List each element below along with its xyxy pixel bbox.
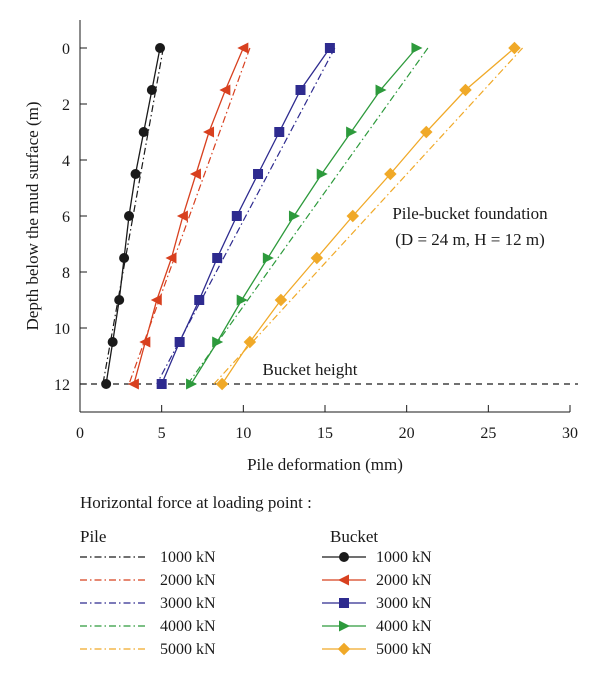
x-ticks: 0 5 10 15 20 25 30 xyxy=(76,405,578,442)
bucket-3000kn-point xyxy=(194,295,205,305)
bucket-4000kn-line xyxy=(190,47,417,385)
legend-bucket-label: 5000 kN xyxy=(376,641,432,658)
bucket-5000kn-point xyxy=(274,293,288,307)
y-tick-label: 4 xyxy=(62,153,70,170)
bucket-1000kn-point xyxy=(101,379,112,389)
pile-4000kn-line xyxy=(187,47,429,385)
bucket-1000kn-point xyxy=(119,253,130,263)
y-tick-label: 6 xyxy=(62,209,70,226)
bucket-2000kn-point xyxy=(203,126,215,138)
legend-bucket-marker xyxy=(339,552,349,562)
legend-bucket-label: 4000 kN xyxy=(376,618,432,635)
legend-heading: Horizontal force at loading point : xyxy=(80,493,312,512)
x-axis-title: Pile deformation (mm) xyxy=(247,455,403,474)
legend-bucket-marker xyxy=(338,574,349,586)
bucket-5000kn-point xyxy=(215,377,229,391)
bucket-3000kn-point xyxy=(231,211,242,221)
bucket-4000kn-point xyxy=(346,126,358,138)
bucket-1000kn-point xyxy=(124,211,134,221)
bucket-5000kn-point xyxy=(420,125,433,139)
x-tick-label: 30 xyxy=(562,425,578,442)
bucket-3000kn-point xyxy=(212,253,223,263)
bucket-1000kn-point xyxy=(114,295,125,305)
bucket-4000kn-point xyxy=(411,42,423,54)
bucket-1000kn-point xyxy=(138,127,149,137)
bucket-2000kn-point xyxy=(189,168,201,180)
y-tick-label: 8 xyxy=(62,265,70,282)
bucket-3000kn-point xyxy=(274,127,285,137)
legend-bucket-label: 3000 kN xyxy=(376,595,432,612)
bucket-5000kn-point xyxy=(384,167,397,181)
pile-5000kn-line xyxy=(213,47,524,385)
legend-bucket-marker xyxy=(339,598,349,608)
bucket-2000kn-point xyxy=(165,252,177,264)
x-tick-label: 15 xyxy=(317,425,333,442)
bucket-1000kn-point xyxy=(146,85,157,95)
bucket-4000kn-point xyxy=(375,84,387,96)
bucket-4000kn-point xyxy=(262,252,274,264)
y-tick-label: 0 xyxy=(62,41,70,58)
bucket-1000kn-point xyxy=(155,43,166,53)
y-tick-label: 12 xyxy=(54,377,70,394)
legend: Horizontal force at loading point : Pile… xyxy=(80,493,432,658)
bucket-1000kn-point xyxy=(130,169,141,179)
bucket-3000kn-point xyxy=(324,43,335,53)
legend-pile-entries: 1000 kN 2000 kN 3000 kN 4000 kN 5000 kN xyxy=(80,549,216,658)
legend-pile-label: 5000 kN xyxy=(160,641,216,658)
x-tick-label: 20 xyxy=(399,425,415,442)
legend-group-pile: Pile xyxy=(80,527,106,546)
bucket-4000kn-point xyxy=(316,168,328,180)
bucket-2000kn-point xyxy=(176,210,188,222)
x-tick-label: 0 xyxy=(76,425,84,442)
bucket-2000kn-point xyxy=(237,42,249,54)
legend-pile-label: 1000 kN xyxy=(160,549,216,566)
pile-2000kn-line xyxy=(128,47,251,385)
annotation-title: Pile-bucket foundation xyxy=(392,204,548,223)
legend-bucket-marker xyxy=(337,642,351,656)
bucket-height-label: Bucket height xyxy=(263,360,358,379)
bucket-5000kn-point xyxy=(243,335,257,349)
x-tick-label: 10 xyxy=(235,425,251,442)
plot-area: 0 5 10 15 20 25 30 0 2 4 6 8 10 12 xyxy=(54,20,578,442)
bucket-4000kn-point xyxy=(212,336,224,348)
bucket-2000kn-point xyxy=(139,336,151,348)
y-axis-title: Depth below the mud surface (m) xyxy=(23,102,42,331)
legend-group-bucket: Bucket xyxy=(330,527,378,546)
bucket-2000kn-point xyxy=(150,294,162,306)
x-tick-label: 25 xyxy=(480,425,496,442)
x-tick-label: 5 xyxy=(158,425,166,442)
legend-bucket-marker xyxy=(339,620,350,632)
bucket-3000kn-point xyxy=(295,85,306,95)
pile-3000kn-line xyxy=(156,47,336,385)
bucket-3000kn-point xyxy=(174,337,185,347)
legend-bucket-label: 1000 kN xyxy=(376,549,432,566)
y-tick-label: 2 xyxy=(62,97,70,114)
bucket-3000kn-point xyxy=(156,379,167,389)
bucket-2000kn-point xyxy=(219,84,231,96)
bucket-1000kn-point xyxy=(107,337,118,347)
bucket-4000kn-point xyxy=(236,294,248,306)
bucket-3000kn-point xyxy=(253,169,264,179)
bucket-2000kn-point xyxy=(127,378,139,390)
bucket-5000kn-point xyxy=(310,251,324,265)
bucket-5000kn-point xyxy=(459,83,472,97)
legend-bucket-entries: 1000 kN 2000 kN 3000 kN 4000 kN 5000 kN xyxy=(322,549,432,658)
bucket-5000kn-point xyxy=(346,209,360,223)
legend-pile-label: 3000 kN xyxy=(160,595,216,612)
annotation-params: (D = 24 m, H = 12 m) xyxy=(395,230,545,249)
bucket-4000kn-point xyxy=(186,378,198,390)
y-tick-label: 10 xyxy=(54,321,70,338)
legend-pile-label: 4000 kN xyxy=(160,618,216,635)
series-group xyxy=(101,41,524,391)
bucket-4000kn-point xyxy=(288,210,300,222)
bucket-5000kn-point xyxy=(508,41,521,55)
legend-bucket-label: 2000 kN xyxy=(376,572,432,589)
y-ticks: 0 2 4 6 8 10 12 xyxy=(54,41,87,394)
legend-pile-label: 2000 kN xyxy=(160,572,216,589)
